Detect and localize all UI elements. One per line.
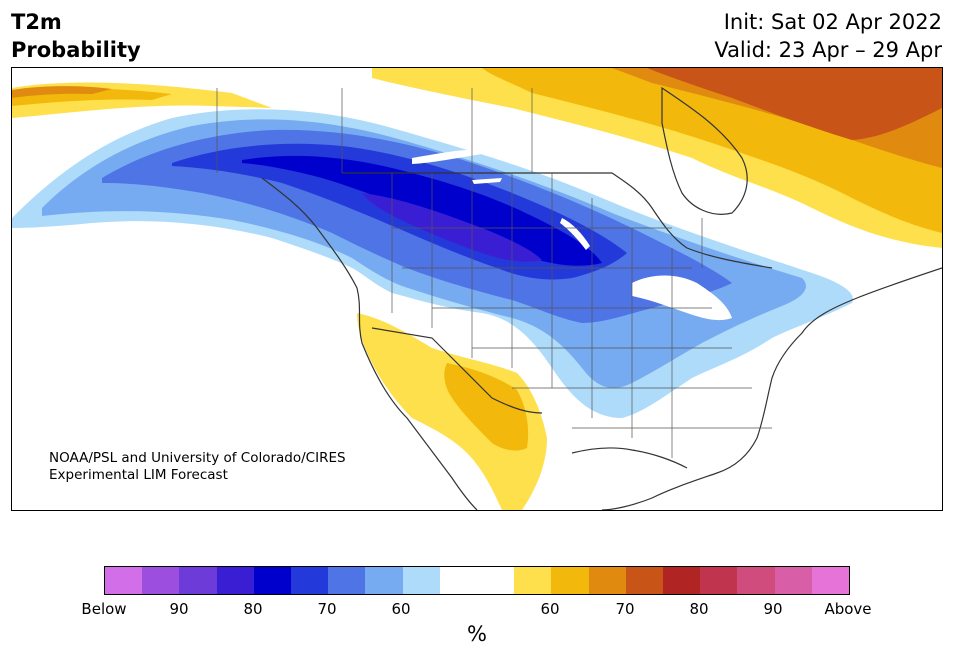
colorbar-tick-label: 70 bbox=[615, 600, 635, 618]
colorbar-swatch bbox=[774, 567, 812, 594]
colorbar-swatch bbox=[402, 567, 440, 594]
init-date: Init: Sat 02 Apr 2022 bbox=[723, 10, 942, 34]
colorbar-tick-label: 60 bbox=[391, 600, 411, 618]
colorbar-swatch bbox=[551, 567, 589, 594]
colorbar-swatch bbox=[105, 567, 143, 594]
colorbar-swatch bbox=[439, 567, 478, 594]
warm-region-southwest bbox=[357, 313, 547, 510]
credit-line-2: Experimental LIM Forecast bbox=[49, 467, 228, 483]
colorbar-swatch bbox=[291, 567, 329, 594]
colorbar-swatch bbox=[365, 567, 403, 594]
colorbar-swatch bbox=[514, 567, 552, 594]
us-mexico-border bbox=[371, 327, 543, 414]
warm-region-greenland bbox=[647, 68, 942, 140]
province-lines bbox=[216, 88, 703, 268]
probability-colorbar bbox=[104, 566, 850, 595]
hudson-bay bbox=[661, 86, 748, 215]
colorbar-swatch bbox=[625, 567, 664, 594]
title-line-2: Probability bbox=[11, 38, 141, 62]
cold-region-core bbox=[362, 193, 542, 262]
colorbar-swatch bbox=[700, 567, 738, 594]
map-title: T2m Probability bbox=[11, 8, 141, 64]
state-lines bbox=[391, 173, 772, 458]
forecast-dates: Init: Sat 02 Apr 2022 Valid: 23 Apr – 29… bbox=[714, 8, 942, 64]
colorbar-swatch bbox=[253, 567, 292, 594]
probability-map bbox=[11, 67, 943, 511]
colorbar-tick-label: 70 bbox=[317, 600, 337, 618]
us-canada-border bbox=[342, 172, 773, 269]
colorbar-swatch bbox=[588, 567, 626, 594]
colorbar-swatch bbox=[179, 567, 217, 594]
colorbar-swatch bbox=[328, 567, 366, 594]
great-lakes bbox=[632, 275, 732, 321]
colorbar-unit: % bbox=[467, 622, 487, 646]
colorbar-tick-label: Below bbox=[81, 600, 127, 618]
valid-date: Valid: 23 Apr – 29 Apr bbox=[714, 38, 942, 62]
warm-region-arctic-peak bbox=[12, 86, 112, 98]
colorbar-swatch bbox=[663, 567, 701, 594]
colorbar-swatch bbox=[477, 567, 515, 594]
colorbar-tick-label: 90 bbox=[763, 600, 783, 618]
colorbar-swatch bbox=[142, 567, 180, 594]
colorbar-swatch bbox=[737, 567, 775, 594]
colorbar-tick-label: 90 bbox=[169, 600, 189, 618]
colorbar-swatch bbox=[811, 567, 850, 594]
east-coast bbox=[601, 267, 942, 510]
gulf-coast bbox=[571, 447, 688, 469]
colorbar-tick-label: 60 bbox=[540, 600, 560, 618]
canadian-lakes bbox=[412, 149, 590, 250]
colorbar-tick-label: 80 bbox=[689, 600, 709, 618]
west-coast bbox=[261, 177, 478, 510]
credit-text: NOAA/PSL and University of Colorado/CIRE… bbox=[49, 450, 346, 484]
warm-region-southwest-core bbox=[444, 363, 529, 451]
title-line-1: T2m bbox=[11, 10, 62, 34]
colorbar-tick-label: 80 bbox=[243, 600, 263, 618]
colorbar-tick-label: Above bbox=[824, 600, 872, 618]
credit-line-1: NOAA/PSL and University of Colorado/CIRE… bbox=[49, 450, 346, 466]
colorbar-swatch bbox=[216, 567, 254, 594]
